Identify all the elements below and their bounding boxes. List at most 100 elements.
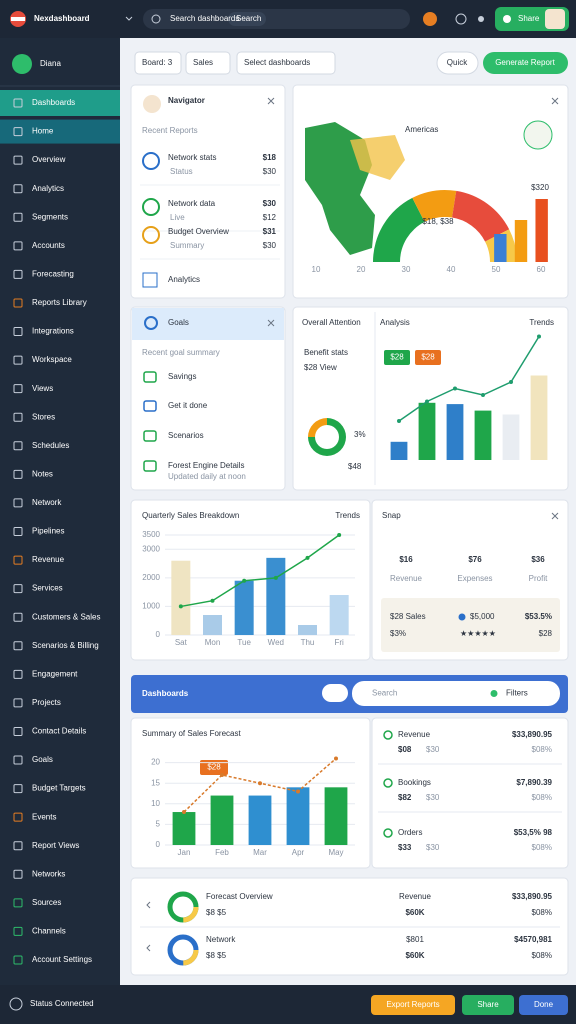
sidebar-item[interactable]: Projects <box>32 698 61 707</box>
sidebar-item[interactable]: Networks <box>32 869 65 878</box>
sidebar-item[interactable]: Pipelines <box>32 527 64 536</box>
sidebar-icon <box>13 641 23 651</box>
sidebar-item[interactable]: Dashboards <box>32 98 75 107</box>
sidebar-item[interactable]: Integrations <box>32 327 74 336</box>
goal-item[interactable]: Savings <box>168 372 196 381</box>
sidebar-item[interactable]: Goals <box>32 755 53 764</box>
sidebar-item[interactable]: Budget Targets <box>32 784 86 793</box>
item-label[interactable]: Network data <box>168 199 216 208</box>
kpi-sub: $30 <box>426 843 440 852</box>
sidebar-item[interactable]: Overview <box>32 155 66 164</box>
bar <box>535 199 548 262</box>
sidebar-item[interactable]: Accounts <box>32 241 65 250</box>
menu-icon[interactable] <box>478 16 484 22</box>
sidebar-icon <box>13 669 23 679</box>
goal-item[interactable]: Get it done <box>168 401 208 410</box>
sidebar-item[interactable]: Notes <box>32 469 53 478</box>
sidebar-item[interactable]: Channels <box>32 927 66 936</box>
row-mid-sub: $60K <box>405 951 424 960</box>
sidebar-item[interactable]: Stores <box>32 412 55 421</box>
sidebar-icon <box>13 612 23 622</box>
kpi-change: $08% <box>532 843 552 852</box>
close-icon[interactable] <box>551 97 559 105</box>
sidebar-item[interactable]: Forecasting <box>32 270 74 279</box>
bar <box>494 234 507 262</box>
search-box[interactable] <box>143 9 410 29</box>
sidebar-icon <box>13 441 23 451</box>
donut-segment <box>452 190 510 242</box>
banner-search[interactable] <box>352 681 560 706</box>
chart-tag: Trends <box>335 511 360 520</box>
axis-label: 50 <box>492 265 501 274</box>
notification-avatar[interactable] <box>423 12 437 26</box>
toggle[interactable] <box>322 684 348 702</box>
sidebar-item[interactable]: Home <box>32 127 54 136</box>
close-icon[interactable] <box>551 512 559 520</box>
sidebar-icon <box>13 812 23 822</box>
sidebar-item[interactable]: Scenarios & Billing <box>32 641 99 650</box>
sidebar-item[interactable]: Account Settings <box>32 955 92 964</box>
dropdown[interactable] <box>134 51 182 75</box>
sidebar-item[interactable]: Services <box>32 584 63 593</box>
search-chip[interactable] <box>228 12 266 26</box>
axis-label: 20 <box>357 265 366 274</box>
sidebar-icon <box>13 184 23 194</box>
item-sub: Summary <box>170 241 204 250</box>
user-avatar[interactable] <box>545 9 565 29</box>
footer-button[interactable] <box>371 995 455 1015</box>
sidebar-item[interactable]: Segments <box>32 212 68 221</box>
card-title: Overall Attention <box>302 318 361 327</box>
sidebar-icon <box>13 726 23 736</box>
x-tick-label: Jan <box>178 848 191 857</box>
sidebar-icon <box>13 241 23 251</box>
trend-point <box>397 419 401 423</box>
sidebar-icon <box>13 98 23 108</box>
dropdown[interactable] <box>236 51 336 75</box>
sidebar-item[interactable]: Events <box>32 812 56 821</box>
settings-icon[interactable] <box>455 13 467 25</box>
goal-item[interactable]: Forest Engine Details <box>168 461 244 470</box>
card-title: Americas <box>405 125 438 134</box>
sidebar-item[interactable]: Report Views <box>32 841 79 850</box>
sidebar-item[interactable]: Engagement <box>32 669 78 678</box>
sidebar-item[interactable]: Views <box>32 384 53 393</box>
sidebar-item[interactable]: Reports Library <box>32 298 87 307</box>
banner-title: Dashboards <box>142 689 189 698</box>
row-mid: $801 <box>406 935 424 944</box>
sidebar-item[interactable]: Revenue <box>32 555 65 564</box>
axis-label: 60 <box>537 265 546 274</box>
row-value: $33,890.95 <box>512 892 553 901</box>
sidebar-icon <box>13 555 23 565</box>
close-icon[interactable] <box>267 319 275 327</box>
sidebar-icon <box>13 784 23 794</box>
item-label[interactable]: Budget Overview <box>168 227 229 236</box>
item-label[interactable]: Network stats <box>168 153 216 162</box>
sidebar-item[interactable]: Analytics <box>32 184 64 193</box>
row-change: $08% <box>532 951 552 960</box>
footer-button[interactable] <box>462 995 514 1015</box>
trend-point <box>481 393 485 397</box>
generate-label: Generate Report <box>495 58 555 67</box>
sidebar-item[interactable]: Schedules <box>32 441 69 450</box>
banner-filters[interactable]: Filters <box>506 689 528 698</box>
bar <box>474 410 492 460</box>
sidebar-item[interactable]: Workspace <box>32 355 72 364</box>
stat-value: $36 <box>531 555 545 564</box>
dropdown[interactable] <box>185 51 231 75</box>
quick-button[interactable] <box>436 51 479 75</box>
generate-button[interactable] <box>483 52 568 74</box>
sidebar-item[interactable]: Contact Details <box>32 727 86 736</box>
kpi-value: $7,890.39 <box>516 778 552 787</box>
bar <box>530 375 548 460</box>
sidebar-item[interactable]: Sources <box>32 898 61 907</box>
kpi-icon <box>383 730 393 740</box>
sidebar-item[interactable]: Customers & Sales <box>32 612 100 621</box>
goal-item[interactable]: Scenarios <box>168 431 204 440</box>
y-tick-label: 10 <box>151 799 160 808</box>
footer-button[interactable] <box>519 995 568 1015</box>
map-shape <box>350 135 405 180</box>
sidebar-item[interactable]: Network <box>32 498 62 507</box>
donut-label: 3% <box>354 430 366 439</box>
close-icon[interactable] <box>267 97 275 105</box>
stat-value: $28 View <box>304 363 337 372</box>
